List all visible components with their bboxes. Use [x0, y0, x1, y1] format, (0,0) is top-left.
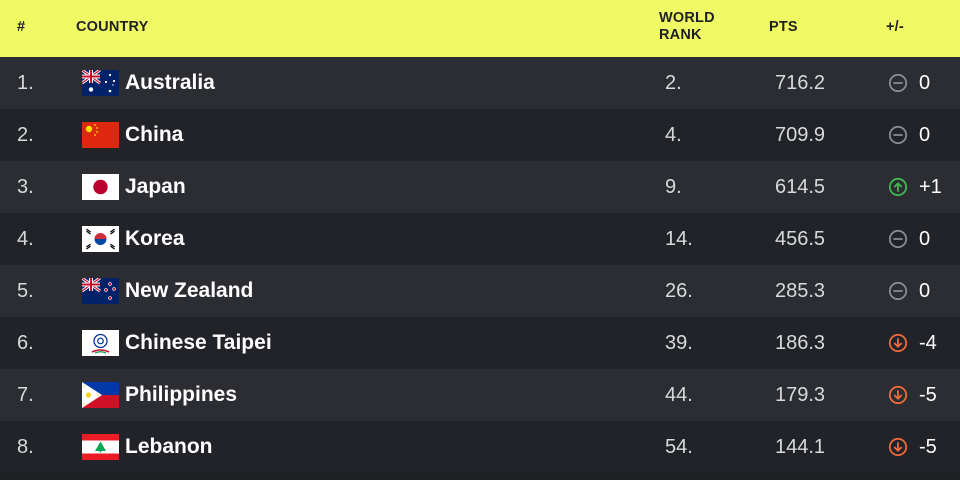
world-rank-cell: 39.	[665, 332, 693, 354]
rank-cell: 3.	[17, 176, 34, 198]
table-row[interactable]: 1. Australia 2. 716.2 0	[0, 57, 960, 109]
rank-cell: 5.	[17, 280, 34, 302]
table-row[interactable]: 4. Korea 14. 456.5 0	[0, 213, 960, 265]
pts-cell: 285.3	[775, 280, 826, 302]
lebanon-flag-icon	[82, 434, 119, 460]
minus-circle-icon	[888, 73, 908, 93]
pts-cell: 456.5	[775, 228, 826, 250]
change-value: 0	[919, 72, 931, 94]
chinese-taipei-flag-icon	[82, 330, 119, 356]
minus-circle-icon	[888, 229, 908, 249]
china-flag-icon	[82, 122, 119, 148]
change-value: 0	[919, 280, 931, 302]
table-row[interactable]: 7. Philippines 44. 179.3 -5	[0, 369, 960, 421]
table-row[interactable]: 2. China 4. 709.9 0	[0, 109, 960, 161]
arrow-down-circle-icon	[888, 437, 908, 457]
world-rank-cell: 14.	[665, 228, 693, 250]
table-row[interactable]: 6. Chinese Taipei 39. 186.3 -4	[0, 317, 960, 369]
arrow-down-circle-icon	[888, 333, 908, 353]
arrow-up-circle-icon	[888, 177, 908, 197]
japan-flag-icon	[82, 174, 119, 200]
pts-cell: 179.3	[775, 384, 826, 406]
change-value: +1	[919, 176, 942, 198]
country-name[interactable]: Lebanon	[125, 435, 213, 458]
pts-cell: 614.5	[775, 176, 826, 198]
table-row[interactable]: 3. Japan 9. 614.5 +1	[0, 161, 960, 213]
table-header: # COUNTRY WORLD RANK PTS +/-	[0, 0, 960, 57]
pts-cell: 709.9	[775, 124, 826, 146]
change-value: 0	[919, 228, 931, 250]
world-rank-cell: 9.	[665, 176, 682, 198]
column-header-rank: #	[17, 19, 26, 35]
pts-cell: 186.3	[775, 332, 826, 354]
country-name[interactable]: China	[125, 123, 184, 146]
world-rank-cell: 26.	[665, 280, 693, 302]
pts-cell: 144.1	[775, 436, 826, 458]
country-name[interactable]: Japan	[125, 175, 186, 198]
change-value: -4	[919, 332, 937, 354]
rank-cell: 7.	[17, 384, 34, 406]
minus-circle-icon	[888, 125, 908, 145]
pts-cell: 716.2	[775, 72, 826, 94]
world-rank-line-1: WORLD	[659, 10, 715, 26]
korea-flag-icon	[82, 226, 119, 252]
world-rank-cell: 4.	[665, 124, 682, 146]
rank-cell: 4.	[17, 228, 34, 250]
change-value: -5	[919, 384, 937, 406]
rank-cell: 8.	[17, 436, 34, 458]
philippines-flag-icon	[82, 382, 119, 408]
table-body: 1. Australia 2. 716.2 0 2. China 4. 709.9 0 3. Japa…	[0, 57, 960, 473]
column-header-world-rank[interactable]: WORLD RANK	[659, 10, 739, 44]
column-header-country[interactable]: COUNTRY	[76, 19, 149, 35]
new-zealand-flag-icon	[82, 278, 119, 304]
world-rank-line-2: RANK	[659, 27, 702, 43]
country-name[interactable]: Chinese Taipei	[125, 331, 272, 354]
country-name[interactable]: Australia	[125, 71, 215, 94]
world-rank-cell: 2.	[665, 72, 682, 94]
australia-flag-icon	[82, 70, 119, 96]
column-header-change[interactable]: +/-	[886, 19, 904, 35]
change-value: -5	[919, 436, 937, 458]
table-row[interactable]: 5. New Zealand 26. 285.3 0	[0, 265, 960, 317]
rank-cell: 2.	[17, 124, 34, 146]
country-name[interactable]: Korea	[125, 227, 185, 250]
country-name[interactable]: Philippines	[125, 383, 238, 406]
minus-circle-icon	[888, 281, 908, 301]
rank-cell: 1.	[17, 72, 34, 94]
world-rank-cell: 44.	[665, 384, 693, 406]
arrow-down-circle-icon	[888, 385, 908, 405]
change-value: 0	[919, 124, 931, 146]
rank-cell: 6.	[17, 332, 34, 354]
table-row[interactable]: 8. Lebanon 54. 144.1 -5	[0, 421, 960, 473]
world-rank-cell: 54.	[665, 436, 693, 458]
column-header-pts[interactable]: PTS	[769, 19, 798, 35]
country-name[interactable]: New Zealand	[125, 279, 254, 302]
